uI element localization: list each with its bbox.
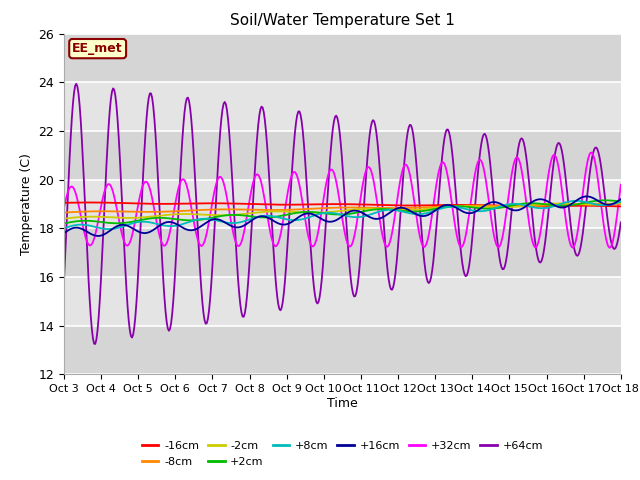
-2cm [617, 200, 625, 205]
+64cm [72, 81, 80, 87]
-16cm [326, 201, 333, 207]
+8cm [393, 207, 401, 213]
-8cm [328, 205, 335, 211]
+16cm [606, 202, 614, 207]
+8cm [518, 202, 525, 207]
+16cm [582, 193, 590, 199]
+2cm [392, 207, 399, 213]
-2cm [516, 204, 524, 209]
+8cm [326, 210, 333, 216]
+32cm [617, 182, 625, 188]
-16cm [518, 204, 525, 209]
+8cm [606, 202, 614, 208]
+2cm [328, 211, 335, 217]
-8cm [595, 201, 602, 206]
+64cm [606, 231, 614, 237]
Line: -2cm: -2cm [64, 203, 621, 218]
Line: +16cm: +16cm [64, 196, 621, 236]
Line: +2cm: +2cm [64, 200, 621, 224]
+2cm [605, 197, 612, 203]
+8cm [329, 210, 337, 216]
X-axis label: Time: Time [327, 397, 358, 410]
+8cm [572, 198, 580, 204]
+16cm [95, 233, 102, 239]
+32cm [324, 171, 332, 177]
-2cm [328, 209, 335, 215]
+2cm [60, 221, 68, 227]
Bar [64, 34, 621, 82]
+8cm [60, 226, 68, 231]
-16cm [617, 204, 625, 209]
+64cm [327, 148, 335, 154]
-2cm [362, 206, 369, 212]
+64cm [617, 219, 625, 225]
+64cm [519, 136, 527, 142]
+8cm [617, 199, 625, 204]
-16cm [86, 200, 93, 205]
-8cm [392, 205, 399, 211]
-16cm [329, 201, 337, 207]
-8cm [516, 204, 524, 209]
Line: +8cm: +8cm [64, 201, 621, 229]
Title: Soil/Water Temperature Set 1: Soil/Water Temperature Set 1 [230, 13, 455, 28]
+16cm [393, 206, 401, 212]
+8cm [105, 226, 113, 232]
+64cm [60, 277, 68, 283]
Bar [64, 82, 621, 131]
+32cm [60, 204, 68, 210]
-8cm [362, 205, 369, 211]
-16cm [60, 200, 68, 205]
+2cm [516, 201, 524, 207]
+2cm [602, 197, 609, 203]
+64cm [394, 248, 401, 254]
+2cm [362, 208, 369, 214]
Bar [64, 326, 621, 374]
+8cm [362, 213, 370, 218]
Y-axis label: Temperature (C): Temperature (C) [20, 153, 33, 255]
-16cm [605, 203, 612, 209]
+32cm [516, 162, 524, 168]
+16cm [326, 219, 333, 225]
-2cm [324, 209, 332, 215]
-2cm [604, 201, 611, 207]
Bar [64, 228, 621, 277]
Text: EE_met: EE_met [72, 42, 123, 55]
+16cm [60, 230, 68, 236]
+16cm [518, 206, 525, 212]
+16cm [362, 212, 370, 218]
-8cm [605, 201, 612, 207]
-2cm [392, 207, 399, 213]
+32cm [588, 150, 596, 156]
-8cm [60, 210, 68, 216]
-8cm [324, 205, 332, 211]
-8cm [617, 201, 625, 207]
Line: -8cm: -8cm [64, 204, 621, 213]
Legend: -16cm, -8cm, -2cm, +2cm, +8cm, +16cm, +32cm, +64cm: -16cm, -8cm, -2cm, +2cm, +8cm, +16cm, +3… [138, 437, 547, 471]
+64cm [92, 341, 99, 347]
+32cm [392, 209, 399, 215]
-16cm [393, 203, 401, 208]
Line: +64cm: +64cm [64, 84, 621, 344]
Line: +32cm: +32cm [64, 153, 621, 248]
+32cm [362, 170, 369, 176]
+2cm [324, 211, 332, 216]
+64cm [330, 118, 338, 124]
Bar [64, 277, 621, 326]
+32cm [606, 245, 614, 251]
+64cm [364, 154, 371, 160]
Bar [64, 180, 621, 228]
+2cm [617, 199, 625, 204]
Bar [64, 131, 621, 180]
-16cm [362, 202, 370, 207]
+16cm [617, 196, 625, 202]
+16cm [329, 218, 337, 224]
Line: -16cm: -16cm [64, 203, 621, 206]
+32cm [605, 244, 612, 250]
-2cm [60, 216, 68, 221]
+32cm [328, 167, 335, 172]
